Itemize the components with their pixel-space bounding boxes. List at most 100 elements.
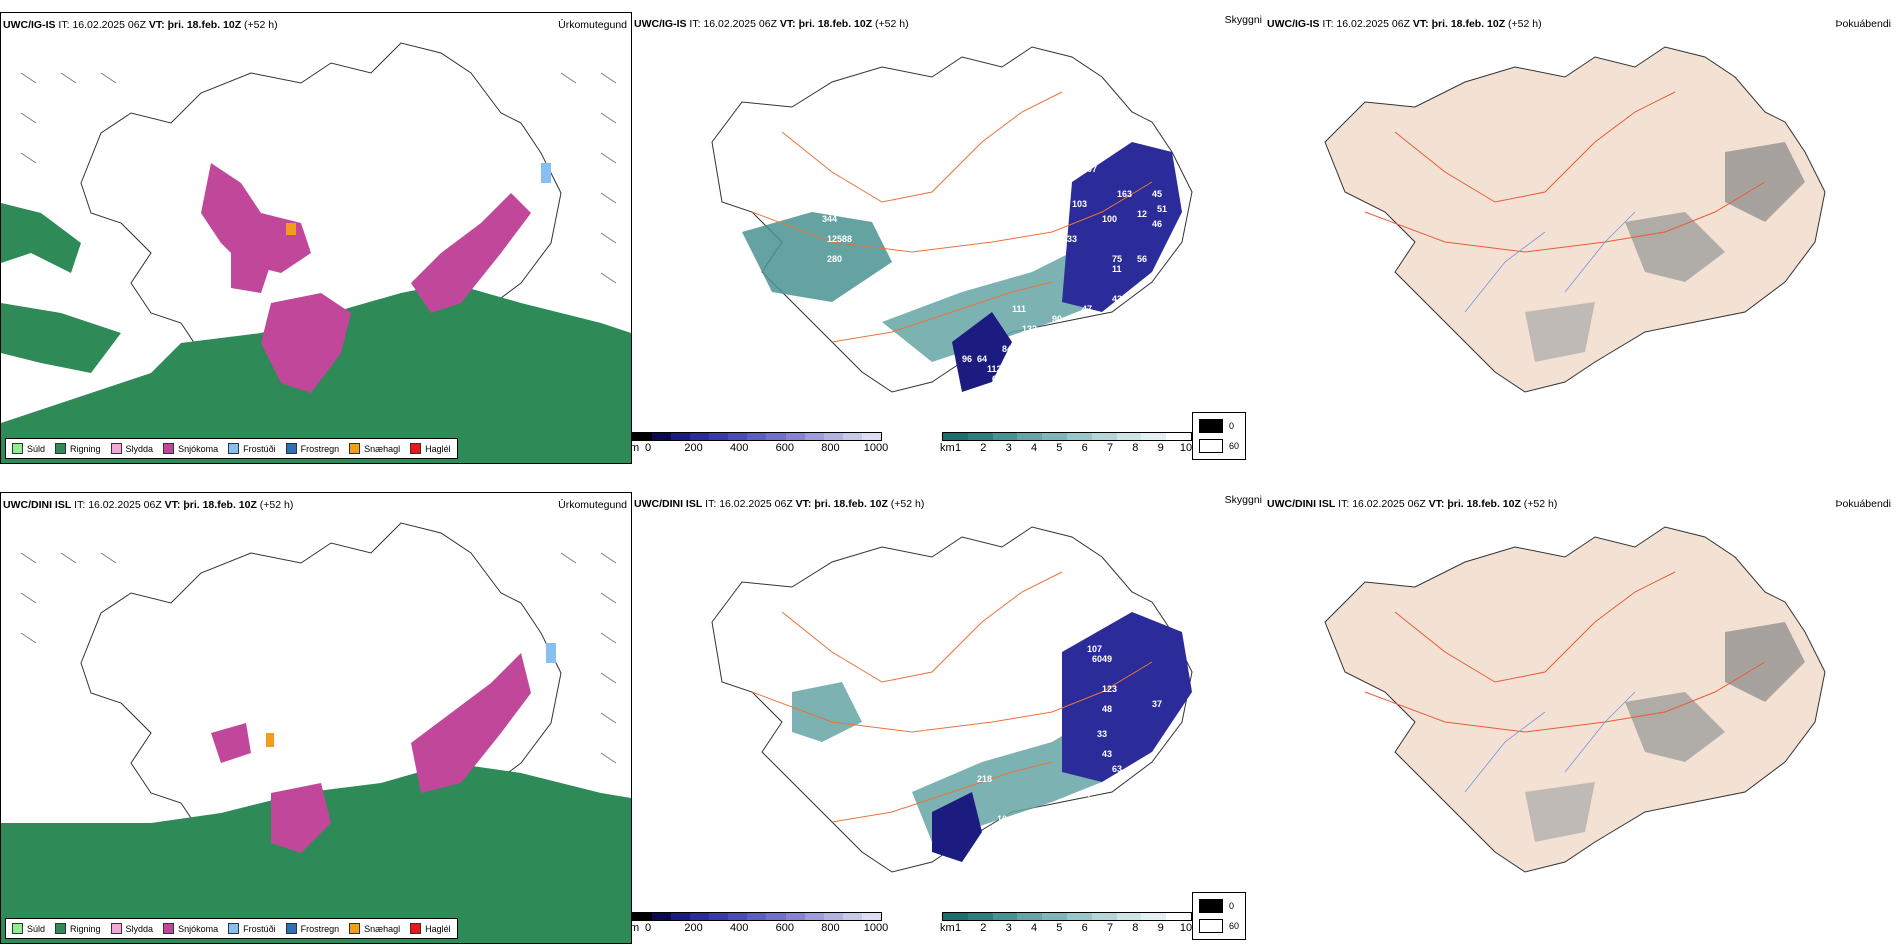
colorbar-swatch: [823, 433, 843, 440]
colorbar-swatch: [992, 913, 1018, 920]
vis-value-label: 218: [977, 774, 992, 784]
precip-title: Úrkomutegund: [558, 19, 627, 31]
colorbar-swatch: [671, 913, 691, 920]
lowvis-teal-1: [742, 212, 892, 302]
colorbar-swatch: [633, 913, 653, 920]
legend-item: Frostregn: [285, 923, 339, 934]
colorbar-unit: m: [632, 442, 640, 454]
vis-value-label: 132: [1072, 604, 1087, 614]
model-name: UWC/DINI ISL: [634, 498, 703, 510]
vis-value-label: 51: [952, 894, 962, 904]
vt-value: þri. 18.feb. 10Z: [798, 18, 873, 30]
legend-item: Súld: [12, 443, 45, 454]
vis-value-label: 60: [1092, 654, 1102, 664]
colorbar-swatch: [823, 913, 843, 920]
legend-swatch: [12, 923, 23, 934]
colorbar-tick: 8: [1132, 442, 1139, 454]
model-name: UWC/DINI ISL: [3, 499, 72, 511]
vis-value-label: 90: [1052, 314, 1062, 324]
colorbar-swatch: [652, 913, 672, 920]
vt-label: VT:: [779, 18, 796, 30]
legend-label: Snjókoma: [178, 443, 219, 454]
vis-value-label: 51: [1157, 204, 1167, 214]
colorbar-tick: 400: [730, 922, 749, 934]
colorbar-unit: m: [632, 922, 640, 934]
rivers: [1464, 211, 1636, 313]
vis-value-label: 88: [842, 234, 852, 244]
legend-label: Slydda: [125, 923, 154, 934]
legend-item: Slydda: [110, 443, 153, 454]
vis-value-label: 22: [962, 744, 972, 754]
fog-gray-3: [1525, 302, 1595, 362]
km-colorbar: km 1 2 3 4 5 6 7 8 9 10: [940, 432, 1192, 454]
legend-swatch: [285, 443, 297, 454]
colorbar-swatch: [804, 433, 824, 440]
vis-value-label: 137: [1077, 139, 1092, 149]
it-label: IT:: [689, 18, 701, 30]
it-value: 16.02.2025 06Z: [719, 498, 793, 510]
vis-value-label: 48: [1102, 704, 1112, 714]
vt-value: þri. 18.feb. 10Z: [814, 498, 888, 510]
vis-value-label: 75: [1112, 254, 1122, 264]
vis-value-label: 280: [827, 254, 842, 264]
vis-value-label: 73: [962, 869, 972, 879]
legend-label: Rigning: [70, 443, 101, 454]
colorbar-tick: 800: [821, 442, 840, 454]
legend-label: Frostúði: [243, 923, 276, 934]
model-name: UWC/IG-IS: [1267, 18, 1320, 30]
colorbar-swatch: [943, 433, 968, 440]
km-colorbar: km 1 2 3 4 5 6 7 8 9 10: [940, 912, 1192, 934]
legend-label: Súld: [27, 923, 46, 934]
precip-type-panel-row2: UWC/DINI ISL IT: 16.02.2025 06Z VT: þri.…: [0, 492, 632, 944]
vis-value-label: 11: [1112, 264, 1122, 274]
colorbar-swatch: [861, 913, 881, 920]
colorbar-tick: 10: [1179, 442, 1193, 454]
it-value: 16.02.2025 06Z: [88, 499, 162, 511]
elev-bar-swatches: [632, 912, 882, 921]
colorbar-swatch: [804, 913, 824, 920]
panel-header: UWC/IG-IS IT: 16.02.2025 06Z VT: þri. 18…: [3, 19, 278, 31]
colorbar-tick: 400: [730, 442, 749, 454]
colorbar-swatch: [728, 433, 748, 440]
it-label: IT:: [705, 498, 717, 510]
vis-value-label: 307: [1082, 164, 1097, 174]
it-label: IT:: [74, 499, 86, 511]
colorbar-tick: 1000: [863, 922, 889, 934]
colorbar-tick: 8: [1132, 922, 1139, 934]
legend-item: Súld: [12, 923, 45, 934]
precip-title: Úrkomutegund: [558, 499, 627, 511]
legend-label: Haglél: [425, 443, 451, 454]
colorbar-swatch: [1141, 913, 1167, 920]
colorbar-tick: 1: [954, 922, 962, 934]
lowvis-blue-1: [932, 792, 982, 862]
colorbar-swatch: [709, 433, 729, 440]
vis-value-label: 123: [1102, 684, 1117, 694]
colorbar-swatch: [967, 913, 993, 920]
fog-title: Þokuábendi: [1835, 18, 1891, 30]
colorbar-tick: 6: [1081, 442, 1088, 454]
visibility-panel-row1: 74 344 182 125 280 88 159 186 113 137 307 103 33 11 10…: [632, 12, 1262, 472]
vis-value-label: 33: [1097, 729, 1107, 739]
legend-item: Haglél: [410, 923, 451, 934]
colorbar-swatch: [766, 433, 786, 440]
colorbar-tick: 0: [644, 922, 652, 934]
legend-item: Frostúði: [228, 923, 276, 934]
vis-value-label: 28: [932, 734, 942, 744]
km-bar-swatches: [942, 432, 1192, 441]
vt-value: þri. 18.feb. 10Z: [167, 19, 242, 31]
freezing-drizzle-patch: [541, 163, 551, 183]
vis-value-label: 16: [997, 814, 1007, 824]
legend-swatch: [349, 443, 361, 454]
vt-value: þri. 18.feb. 10Z: [1431, 18, 1506, 30]
vt-label: VT:: [1412, 18, 1429, 30]
legend-swatch: [110, 923, 122, 934]
colorbar-swatch: [747, 433, 767, 440]
snow-area-2: [411, 653, 531, 793]
fog-gray-1: [1625, 692, 1725, 762]
legend-label: Frostregn: [300, 443, 340, 454]
graupel-patch: [286, 223, 296, 235]
rivers: [1464, 691, 1636, 793]
legend-label: Snæhagl: [364, 443, 401, 454]
colorbar-tick: 7: [1106, 922, 1114, 934]
